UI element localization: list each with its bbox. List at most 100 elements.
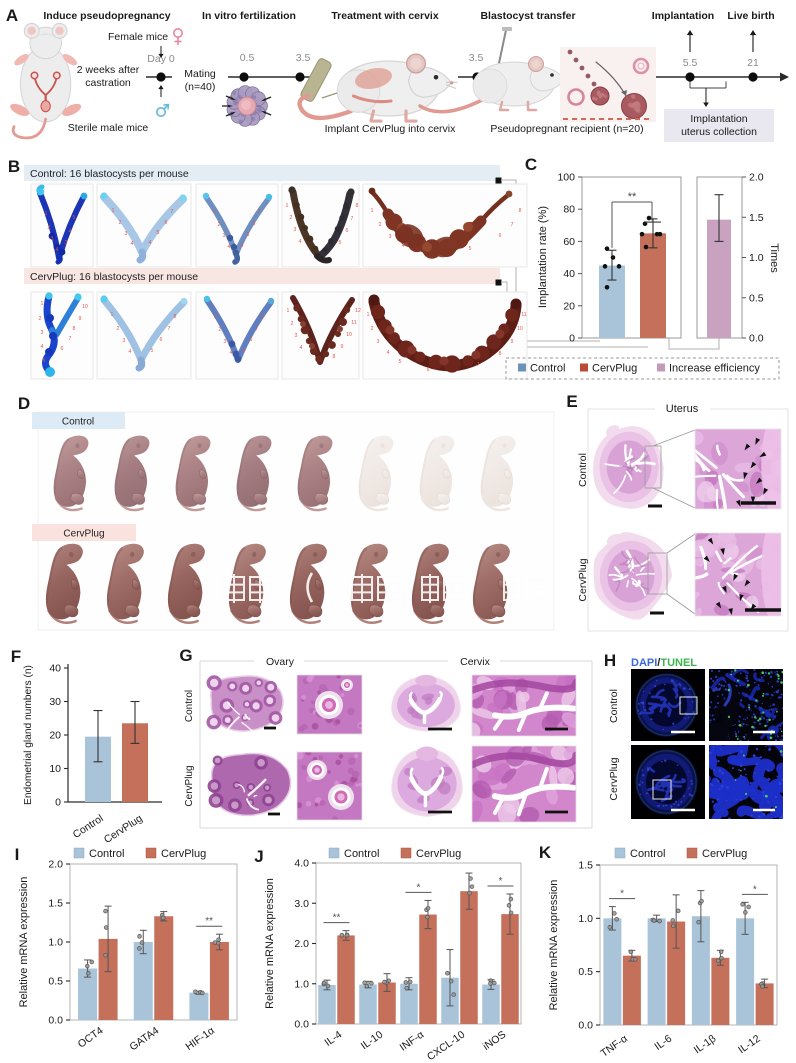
svg-text:Control: Control — [608, 689, 620, 723]
svg-text:2: 2 — [119, 220, 122, 226]
svg-text:Day 0: Day 0 — [147, 53, 175, 65]
svg-text:Implantation: Implantation — [652, 10, 714, 22]
svg-text:**: ** — [205, 916, 213, 927]
svg-text:CervPlug: CervPlug — [702, 848, 747, 860]
svg-text:3: 3 — [224, 339, 227, 345]
svg-text:4: 4 — [387, 350, 390, 356]
svg-text:Cervix: Cervix — [460, 656, 491, 668]
svg-text:11: 11 — [351, 320, 356, 326]
svg-text:5: 5 — [247, 232, 250, 238]
svg-text:Relative mRNA expression: Relative mRNA expression — [264, 878, 276, 1009]
svg-text:9: 9 — [341, 344, 344, 350]
svg-text:H: H — [604, 651, 616, 670]
svg-text:2: 2 — [218, 222, 221, 228]
svg-text:3: 3 — [294, 227, 297, 233]
svg-text:7: 7 — [511, 222, 514, 228]
svg-text:3: 3 — [223, 233, 226, 239]
svg-text:3: 3 — [389, 234, 392, 240]
svg-text:2: 2 — [290, 215, 293, 221]
svg-text:CervPlug: CervPlug — [608, 757, 620, 800]
svg-text:Treatment with cervix: Treatment with cervix — [331, 10, 439, 22]
svg-text:1.0: 1.0 — [749, 252, 764, 264]
svg-text:5: 5 — [157, 230, 160, 236]
svg-text:CervPlug: CervPlug — [184, 765, 195, 806]
svg-text:1: 1 — [371, 208, 374, 214]
svg-text:8: 8 — [261, 314, 264, 320]
svg-text:Control: Control — [344, 848, 379, 860]
svg-text:3: 3 — [65, 240, 68, 246]
svg-text:2.0: 2.0 — [48, 859, 63, 871]
svg-text:10: 10 — [49, 763, 61, 775]
svg-text:7: 7 — [351, 216, 354, 222]
svg-text:100: 100 — [557, 172, 575, 184]
svg-text:5: 5 — [399, 359, 402, 365]
svg-text:7: 7 — [258, 209, 261, 215]
svg-text:Implantation rate (%): Implantation rate (%) — [537, 206, 549, 308]
svg-text:2: 2 — [371, 326, 374, 332]
svg-text:1: 1 — [214, 314, 217, 320]
svg-text:0.5: 0.5 — [578, 966, 593, 978]
svg-text:7: 7 — [168, 326, 171, 332]
svg-text:21: 21 — [747, 57, 759, 69]
svg-text:Control: Control — [530, 363, 565, 375]
svg-text:*: * — [499, 876, 503, 887]
svg-text:Control: Control — [577, 453, 589, 487]
svg-text:A: A — [6, 6, 18, 25]
svg-text:1: 1 — [41, 301, 44, 307]
svg-text:4: 4 — [241, 243, 244, 249]
svg-text:8: 8 — [356, 203, 359, 209]
svg-text:0.0: 0.0 — [749, 333, 764, 345]
svg-text:10: 10 — [82, 304, 88, 310]
svg-text:Induce pseudopregnancy: Induce pseudopregnancy — [43, 10, 170, 22]
svg-text:Female mice: Female mice — [108, 31, 168, 43]
svg-text:0.5: 0.5 — [48, 976, 63, 988]
svg-text:Control: Control — [62, 417, 94, 428]
svg-text:**: ** — [628, 191, 637, 203]
svg-text:12: 12 — [355, 308, 361, 314]
svg-text:2 weeks after: 2 weeks after — [77, 64, 140, 76]
svg-text:CervPlug: 16 blastocysts per m: CervPlug: 16 blastocysts per mouse — [30, 271, 198, 283]
svg-text:Control: Control — [89, 848, 124, 860]
svg-text:2: 2 — [219, 327, 222, 333]
svg-text:D: D — [18, 394, 30, 413]
svg-text:9: 9 — [511, 339, 514, 345]
svg-text:1.5: 1.5 — [578, 860, 593, 872]
svg-text:I: I — [15, 845, 20, 864]
svg-text:30: 30 — [49, 696, 61, 708]
svg-text:Ovary: Ovary — [266, 656, 295, 668]
svg-text:CervPlug: CervPlug — [592, 363, 637, 375]
svg-text:**: ** — [333, 913, 341, 924]
svg-text:E: E — [566, 392, 577, 411]
svg-text:1: 1 — [112, 208, 115, 214]
svg-text:Blastocyst transfer: Blastocyst transfer — [480, 10, 575, 22]
svg-text:uterus collection: uterus collection — [681, 126, 757, 138]
svg-text:*: * — [620, 889, 624, 900]
svg-text:4: 4 — [228, 244, 231, 250]
svg-text:Times: Times — [768, 243, 780, 273]
svg-text:6: 6 — [250, 337, 253, 343]
svg-text:Uterus: Uterus — [666, 403, 699, 415]
svg-text:1: 1 — [287, 308, 290, 314]
svg-text:Control: Control — [184, 690, 195, 722]
svg-text:4: 4 — [149, 240, 152, 246]
svg-text:5: 5 — [151, 348, 154, 354]
svg-text:2: 2 — [48, 225, 51, 231]
svg-text:Live birth: Live birth — [727, 10, 774, 22]
svg-text:Increase efficiency: Increase efficiency — [669, 363, 760, 375]
svg-text:C: C — [525, 155, 537, 174]
svg-text:0.0: 0.0 — [48, 1015, 63, 1027]
svg-text:4.0: 4.0 — [294, 858, 309, 870]
svg-text:0: 0 — [55, 797, 61, 809]
svg-text:5: 5 — [73, 215, 76, 221]
svg-text:1: 1 — [111, 312, 114, 318]
svg-text:2: 2 — [379, 222, 382, 228]
svg-text:3.5: 3.5 — [296, 52, 311, 64]
svg-text:2.0: 2.0 — [294, 938, 309, 950]
svg-text:3.5: 3.5 — [469, 52, 484, 64]
svg-text:3: 3 — [123, 338, 126, 344]
svg-text:5: 5 — [243, 348, 246, 354]
svg-text:1.5: 1.5 — [48, 898, 63, 910]
svg-text:9: 9 — [79, 316, 82, 322]
svg-text:8: 8 — [499, 351, 502, 357]
svg-text:20: 20 — [49, 730, 61, 742]
